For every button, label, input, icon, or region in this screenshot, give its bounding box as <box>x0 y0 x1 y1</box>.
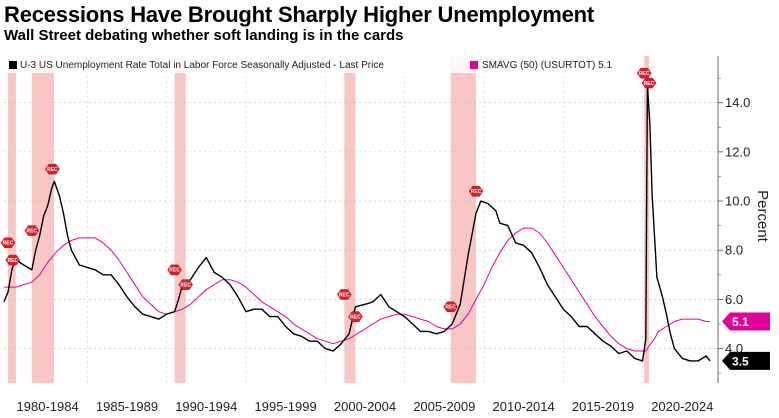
recession-band <box>450 56 477 383</box>
gridlines <box>4 56 718 383</box>
recession-marker-shape <box>337 289 352 300</box>
recession-marker-label: REC <box>180 282 191 288</box>
legend: U-3 US Unemployment Rate Total in Labor … <box>4 56 634 73</box>
recession-marker: REC <box>24 225 40 236</box>
x-tick-label: 1985-1989 <box>96 399 158 414</box>
recession-marker-label: REC <box>47 167 58 173</box>
last-value-badge-shape <box>722 351 770 370</box>
recession-marker: REC <box>348 311 363 322</box>
recession-marker-label: REC <box>169 268 180 274</box>
x-tick-label: 2020-2024 <box>651 399 713 414</box>
recession-marker-shape <box>636 67 652 79</box>
recession-marker-shape <box>45 163 60 175</box>
x-tick-label: 2015-2019 <box>572 399 634 414</box>
recession-marker-label: REC <box>471 189 482 195</box>
last-value-badge-label: 5.1 <box>732 315 749 329</box>
recession-marker-label: REC <box>7 258 18 264</box>
recession-marker-shape <box>468 185 484 197</box>
chart-title: Recessions Have Brought Sharply Higher U… <box>4 2 595 27</box>
recession-marker: REC <box>443 301 458 313</box>
recession-marker-label: REC <box>350 314 361 320</box>
last-value-badge-label: 3.5 <box>732 354 749 368</box>
recession-marker: REC <box>0 237 16 249</box>
chart-subtitle: Wall Street debating whether soft landin… <box>4 27 404 44</box>
recession-marker-shape <box>24 225 40 236</box>
last-value-badge-shape <box>722 312 770 331</box>
last-value-badges: 5.1 3.5 <box>722 312 770 370</box>
recession-marker: REC <box>45 163 60 175</box>
y-tick-label: 8.0 <box>725 243 743 258</box>
recession-marker-shape <box>178 279 193 290</box>
recession-marker-label: REC <box>26 228 37 234</box>
last-value-badge: 3.5 <box>722 351 770 370</box>
recession-marker: REC <box>337 289 352 300</box>
recession-marker-shape <box>5 254 21 266</box>
legend-label-unemployment: U-3 US Unemployment Rate Total in Labor … <box>20 60 384 71</box>
recession-marker-label: REC <box>445 305 456 311</box>
recession-marker-label: REC <box>339 292 350 298</box>
recession-marker-label: REC <box>639 71 650 77</box>
recession-marker-label: REC <box>644 81 655 87</box>
recession-marker-shape <box>443 301 458 313</box>
recession-marker-shape <box>641 77 657 89</box>
recession-marker: REC <box>5 254 21 266</box>
recession-band <box>7 56 16 383</box>
recession-bands <box>7 56 649 383</box>
y-tick-label: 14.0 <box>725 95 750 110</box>
recession-marker: REC <box>468 185 484 197</box>
y-tick-label: 6.0 <box>725 292 743 307</box>
recession-marker: REC <box>167 264 182 276</box>
recession-marker: REC <box>636 67 652 79</box>
last-value-badge: 5.1 <box>722 312 770 331</box>
series-lines <box>3 84 711 362</box>
recession-marker-shape <box>0 237 16 249</box>
smavg-50-line <box>4 227 711 352</box>
x-tick-label: 1990-1994 <box>175 399 237 414</box>
y-axis-label: Percent <box>754 190 771 243</box>
recession-markers: REC REC REC REC REC REC REC REC REC REC REC REC <box>0 67 657 322</box>
recession-marker-shape <box>167 264 182 276</box>
legend-swatch-smavg <box>470 61 478 69</box>
recession-marker: REC <box>178 279 193 290</box>
x-tick-label: 2005-2009 <box>413 399 475 414</box>
y-tick-label: 12.0 <box>725 144 750 159</box>
recession-marker-label: REC <box>3 241 14 247</box>
recession-marker-shape <box>348 311 363 322</box>
unemployment-rate-line <box>3 84 711 362</box>
recession-marker: REC <box>641 77 657 89</box>
legend-swatch-unemployment <box>9 61 17 69</box>
x-tick-label: 1995-1999 <box>255 399 317 414</box>
x-tick-label: 2010-2014 <box>493 399 555 414</box>
x-tick-label: 2000-2004 <box>334 399 396 414</box>
y-tick-label: 10.0 <box>725 194 750 209</box>
x-tick-label: 1980-1984 <box>17 399 79 414</box>
recession-band <box>174 56 186 383</box>
legend-label-smavg: SMAVG (50) (USURTOT) 5.1 <box>482 60 612 71</box>
recession-band <box>344 56 356 383</box>
